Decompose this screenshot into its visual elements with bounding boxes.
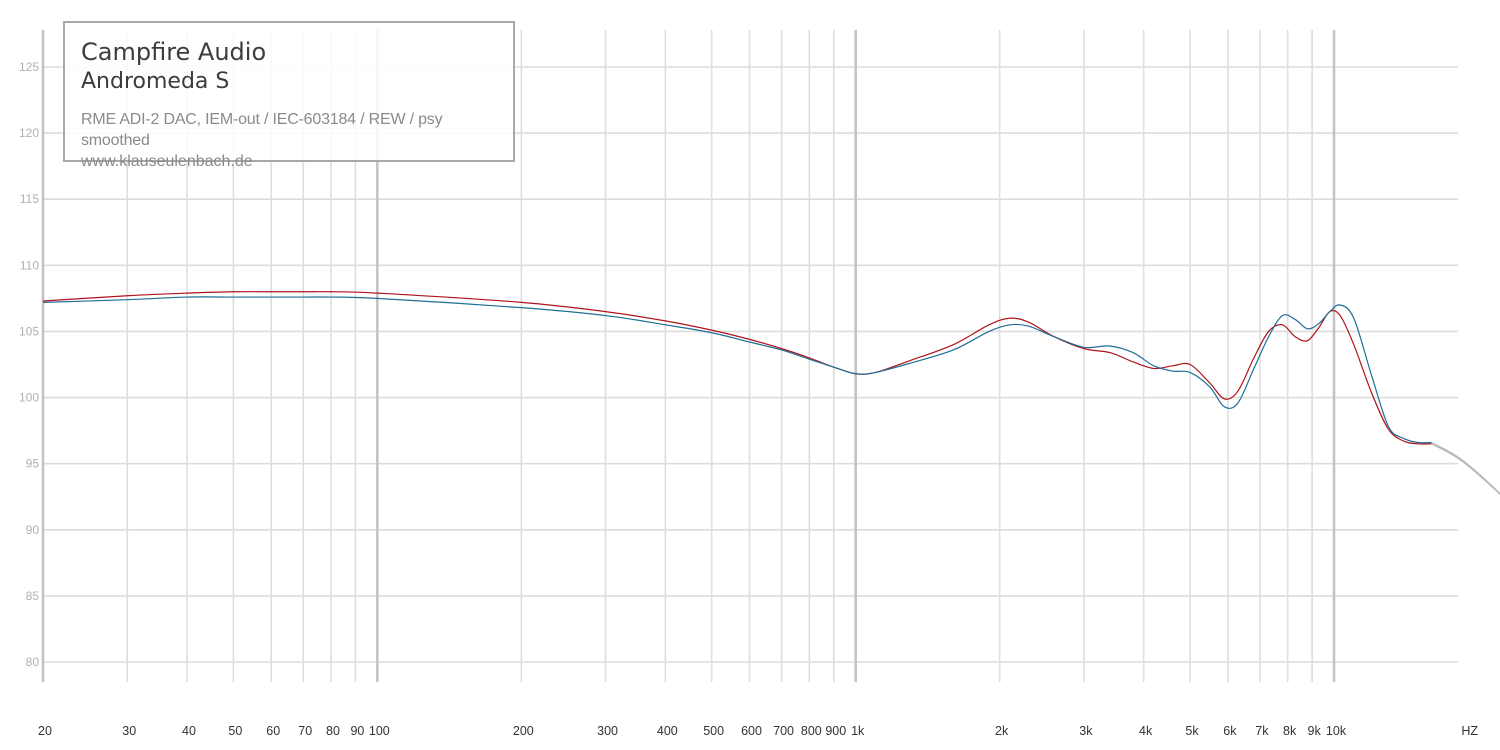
- y-tick-label: 90: [26, 523, 40, 537]
- x-tick-label: 5k: [1185, 724, 1199, 738]
- website: www.klauseulenbach.de: [81, 153, 253, 170]
- x-tick-label: 10k: [1326, 724, 1347, 738]
- model-name: Andromeda S: [81, 69, 230, 94]
- series-line-2: [42, 296, 1432, 444]
- y-tick-label: 120: [19, 126, 39, 140]
- x-tick-label: 900: [825, 724, 846, 738]
- x-tick-label: 80: [326, 724, 340, 738]
- x-tick-label: 60: [266, 724, 280, 738]
- x-tick-label: 70: [298, 724, 312, 738]
- x-tick-label: 8k: [1283, 724, 1297, 738]
- info-box: Campfire Audio Andromeda S RME ADI-2 DAC…: [63, 21, 515, 170]
- x-tick-label: 800: [801, 724, 822, 738]
- x-tick-label: 400: [657, 724, 678, 738]
- x-tick-label: 2k: [995, 724, 1009, 738]
- x-tick-label: 6k: [1223, 724, 1237, 738]
- y-tick-label: 85: [26, 589, 40, 603]
- series-tail-2: [1431, 441, 1500, 495]
- x-tick-label: 50: [228, 724, 242, 738]
- x-tick-label: 3k: [1079, 724, 1093, 738]
- measurement-setup: RME ADI-2 DAC, IEM-out / IEC-603184 / RE…: [81, 111, 443, 149]
- x-tick-label: 1k: [851, 724, 865, 738]
- series-line-1: [42, 291, 1432, 445]
- x-tick-label: 700: [773, 724, 794, 738]
- x-tick-label: 40: [182, 724, 196, 738]
- x-tick-label: 7k: [1255, 724, 1269, 738]
- x-tick-label: 100: [369, 724, 390, 738]
- x-tick-label: 600: [741, 724, 762, 738]
- x-axis-unit-label: HZ: [1461, 724, 1478, 738]
- brand-name: Campfire Audio: [81, 38, 267, 66]
- y-tick-label: 115: [20, 192, 39, 206]
- x-tick-label: 30: [122, 724, 136, 738]
- x-tick-label: 200: [513, 724, 534, 738]
- x-tick-label: 9k: [1308, 724, 1322, 738]
- x-axis-tick-labels: 20 30 40 50 60 70 80 90 100 200 300 400 500 600 700 800…: [38, 724, 1347, 738]
- y-tick-label: 80: [26, 655, 40, 669]
- series-tail-1: [1431, 443, 1500, 495]
- x-tick-label: 500: [703, 724, 724, 738]
- x-tick-label: 20: [38, 724, 52, 738]
- x-tick-label: 4k: [1139, 724, 1153, 738]
- y-tick-label: 95: [26, 457, 40, 471]
- x-tick-label: 90: [350, 724, 364, 738]
- y-tick-label: 105: [19, 324, 39, 338]
- y-tick-label: 100: [19, 391, 39, 405]
- y-tick-label: 110: [20, 258, 39, 272]
- y-axis-tick-labels: 80 85 90 95 100 105 110 115 120 125: [19, 60, 39, 669]
- x-tick-label: 300: [597, 724, 618, 738]
- horizontal-gridlines: [43, 66, 1458, 663]
- series-layer: [42, 291, 1500, 495]
- y-tick-label: 125: [19, 60, 39, 74]
